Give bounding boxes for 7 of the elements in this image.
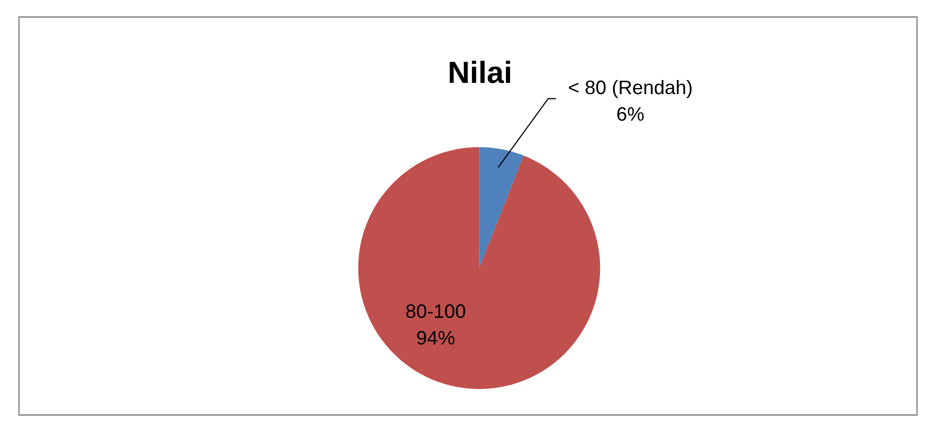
slice-label: < 80 (Rendah): [568, 80, 692, 98]
pie-slice: [479, 147, 524, 268]
data-label: 94%: [417, 330, 454, 345]
chart-title: Nilai: [450, 60, 510, 84]
data-label: 6%: [617, 107, 644, 121]
slice-label: 80-100: [406, 304, 466, 318]
pie-slice: [358, 147, 600, 390]
